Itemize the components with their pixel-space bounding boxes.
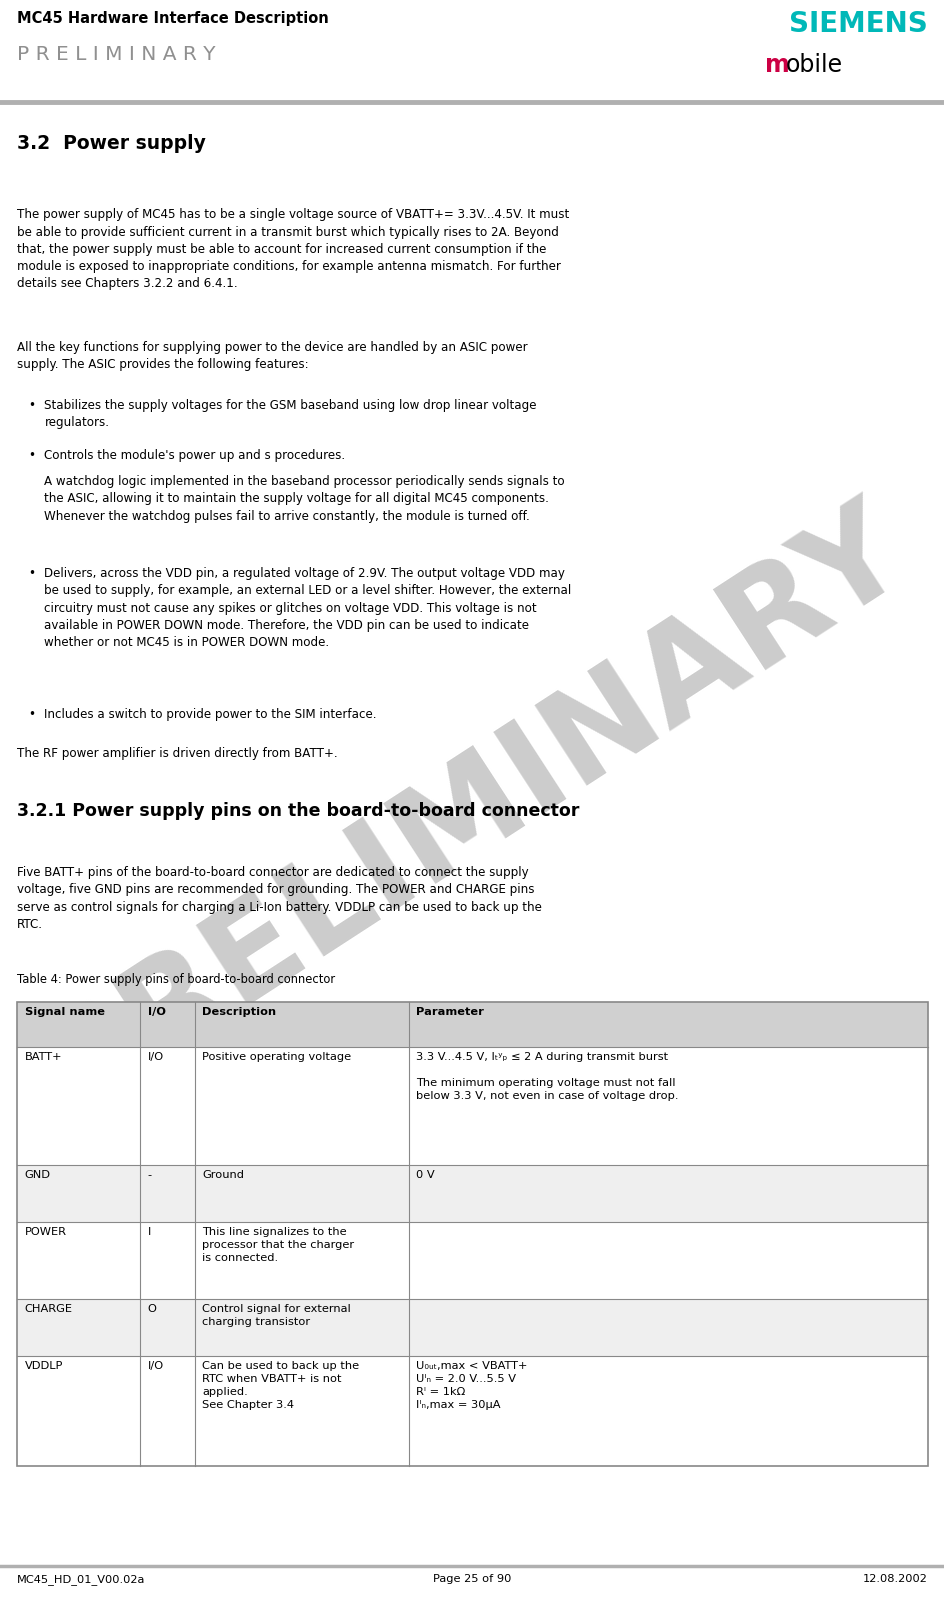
Text: Page 25 of 90: Page 25 of 90 [433,1574,511,1584]
Text: 12.08.2002: 12.08.2002 [862,1574,927,1584]
Text: CHARGE: CHARGE [25,1304,73,1314]
Bar [17,1222,927,1299]
Text: Signal name: Signal name [25,1007,105,1016]
Text: All the key functions for supplying power to the device are handled by an ASIC p: All the key functions for supplying powe… [17,341,527,372]
Text: Ground: Ground [202,1170,244,1180]
Text: Control signal for external
charging transistor: Control signal for external charging tra… [202,1304,350,1327]
Text: obile: obile [785,53,842,78]
Text: Parameter: Parameter [416,1007,483,1016]
Text: I/O: I/O [147,1052,163,1062]
Text: A watchdog logic implemented in the baseband processor periodically sends signal: A watchdog logic implemented in the base… [44,475,565,522]
Text: Five BATT+ pins of the board-to-board connector are dedicated to connect the sup: Five BATT+ pins of the board-to-board co… [17,866,541,931]
Text: Controls the module's power up and s procedures.: Controls the module's power up and s pro… [44,449,346,462]
Text: POWER: POWER [25,1227,66,1236]
Text: Delivers, across the VDD pin, a regulated voltage of 2.9V. The output voltage VD: Delivers, across the VDD pin, a regulate… [44,567,571,650]
Text: 3.2  Power supply: 3.2 Power supply [17,134,206,154]
Text: O: O [147,1304,157,1314]
Text: •: • [28,449,35,462]
Bar [17,1002,927,1047]
Text: P R E L I M I N A R Y: P R E L I M I N A R Y [17,45,215,65]
Text: PRELIMINARY: PRELIMINARY [16,482,928,1134]
Text: •: • [28,399,35,412]
Text: I/O: I/O [147,1007,165,1016]
Text: MC45 Hardware Interface Description: MC45 Hardware Interface Description [17,11,329,26]
Bar [17,1002,927,1466]
Text: BATT+: BATT+ [25,1052,62,1062]
Text: I: I [147,1227,151,1236]
Text: Positive operating voltage: Positive operating voltage [202,1052,351,1062]
Bar [17,1299,927,1356]
Text: Includes a switch to provide power to the SIM interface.: Includes a switch to provide power to th… [44,708,377,721]
Text: SIEMENS: SIEMENS [788,10,927,37]
Bar [17,1165,927,1222]
Text: This line signalizes to the
processor that the charger
is connected.: This line signalizes to the processor th… [202,1227,354,1262]
Bar [17,1356,927,1466]
Text: Can be used to back up the
RTC when VBATT+ is not
applied.
See Chapter 3.4: Can be used to back up the RTC when VBAT… [202,1361,359,1409]
Text: -: - [147,1170,152,1180]
Text: 3.3 V...4.5 V, Iₜʸₚ ≤ 2 A during transmit burst

The minimum operating voltage m: 3.3 V...4.5 V, Iₜʸₚ ≤ 2 A during transmi… [416,1052,678,1100]
Text: •: • [28,708,35,721]
Text: m: m [765,53,789,78]
Text: MC45_HD_01_V00.02a: MC45_HD_01_V00.02a [17,1574,145,1585]
Text: U₀ᵤₜ,max < VBATT+
Uᴵₙ = 2.0 V...5.5 V
Rᴵ = 1kΩ
Iᴵₙ,max = 30µA: U₀ᵤₜ,max < VBATT+ Uᴵₙ = 2.0 V...5.5 V Rᴵ… [416,1361,527,1409]
Text: VDDLP: VDDLP [25,1361,63,1370]
Text: The power supply of MC45 has to be a single voltage source of VBATT+= 3.3V...4.5: The power supply of MC45 has to be a sin… [17,208,568,291]
Text: GND: GND [25,1170,51,1180]
Text: 3.2.1 Power supply pins on the board-to-board connector: 3.2.1 Power supply pins on the board-to-… [17,802,579,819]
Text: •: • [28,567,35,580]
Text: I/O: I/O [147,1361,163,1370]
Bar [17,1047,927,1165]
Text: Table 4: Power supply pins of board-to-board connector: Table 4: Power supply pins of board-to-b… [17,973,335,986]
Text: The RF power amplifier is driven directly from BATT+.: The RF power amplifier is driven directl… [17,747,337,760]
Text: Stabilizes the supply voltages for the GSM baseband using low drop linear voltag: Stabilizes the supply voltages for the G… [44,399,536,430]
Text: Description: Description [202,1007,276,1016]
Text: 0 V: 0 V [416,1170,434,1180]
